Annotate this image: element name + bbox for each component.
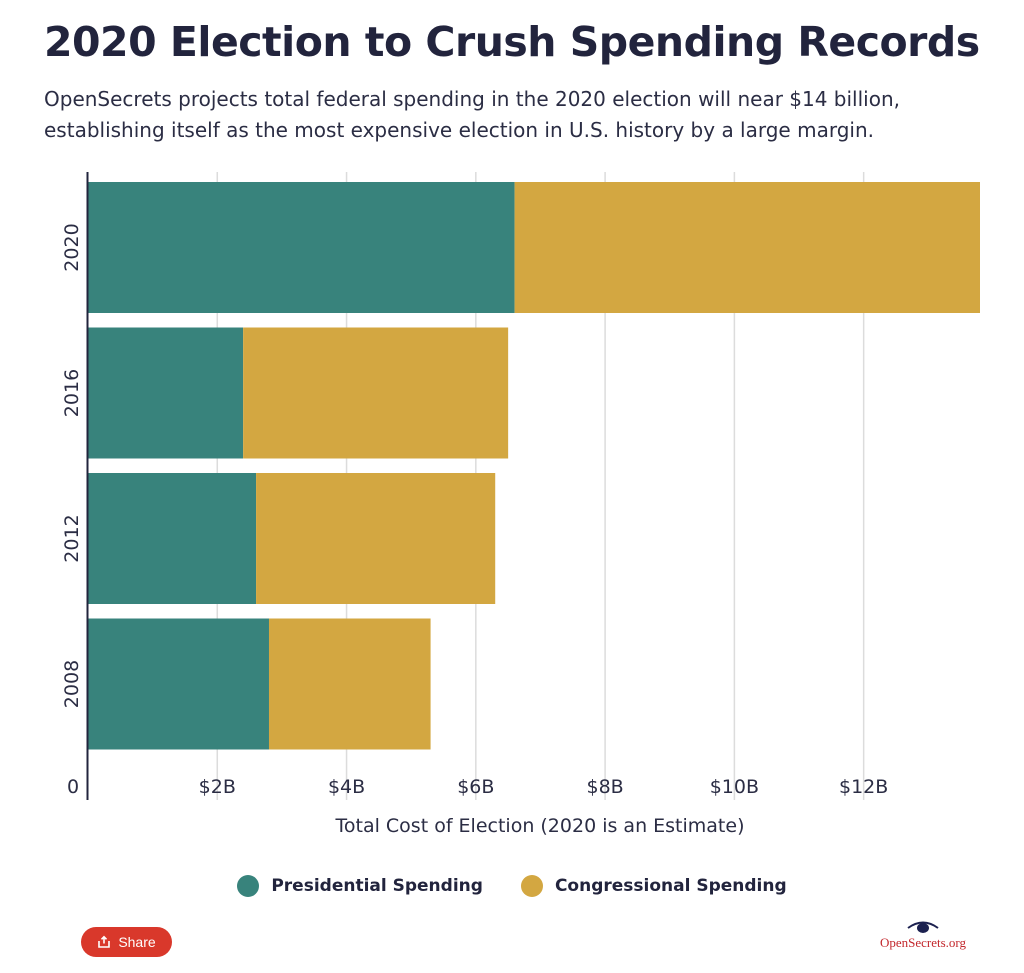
x-tick-label: $4B	[328, 776, 365, 798]
bars	[88, 182, 980, 750]
share-label: Share	[118, 934, 156, 950]
x-tick-label: $8B	[586, 776, 623, 798]
legend-item-congressional[interactable]: Congressional Spending	[520, 875, 787, 897]
bar-2016-congressional[interactable]	[243, 327, 509, 459]
category-labels: 2020 2016 2012 2008	[61, 223, 83, 708]
legend-swatch-congressional	[520, 875, 543, 897]
legend-label-congressional: Congressional Spending	[554, 876, 787, 896]
legend-label-presidential: Presidential Spending	[271, 876, 483, 896]
bar-2008-presidential[interactable]	[88, 618, 269, 750]
legend-swatch-presidential	[237, 875, 260, 897]
category-label-2008: 2008	[61, 660, 83, 708]
x-tick-label: $10B	[710, 776, 759, 798]
category-label-2016: 2016	[61, 369, 83, 417]
x-tick-label: $6B	[457, 776, 494, 798]
bar-2012-congressional[interactable]	[256, 473, 496, 604]
bar-2020-congressional[interactable]	[514, 182, 980, 313]
share-button[interactable]: Share	[81, 927, 172, 957]
bar-2016-presidential[interactable]	[88, 327, 244, 459]
x-tick-label: 0	[67, 776, 79, 798]
brand-name: OpenSecrets.org	[879, 935, 967, 950]
legend-item-presidential[interactable]: Presidential Spending	[237, 875, 483, 897]
share-icon	[98, 935, 111, 948]
x-tick-labels: 0 $2B $4B $6B $8B $10B $12B	[67, 776, 888, 798]
category-label-2012: 2012	[61, 514, 83, 562]
brand-logo[interactable]: OpenSecrets.org	[868, 920, 978, 951]
chart-subtitle: OpenSecrets projects total federal spend…	[44, 87, 900, 142]
x-tick-label: $2B	[199, 776, 236, 798]
x-axis-label: Total Cost of Election (2020 is an Estim…	[335, 815, 745, 837]
chart-title: 2020 Election to Crush Spending Records	[44, 18, 980, 66]
bar-2008-congressional[interactable]	[268, 618, 431, 750]
eye-logo-icon	[907, 921, 939, 933]
x-tick-label: $12B	[839, 776, 888, 798]
bar-chart: 2020 2016 2012 2008 0 $2B $4B $6B $8B $10B $12B T…	[61, 172, 980, 837]
bar-2020-presidential[interactable]	[88, 182, 515, 313]
bar-2012-presidential[interactable]	[88, 473, 257, 604]
category-label-2020: 2020	[61, 223, 83, 271]
legend: Presidential Spending Congressional Spen…	[0, 875, 1024, 897]
